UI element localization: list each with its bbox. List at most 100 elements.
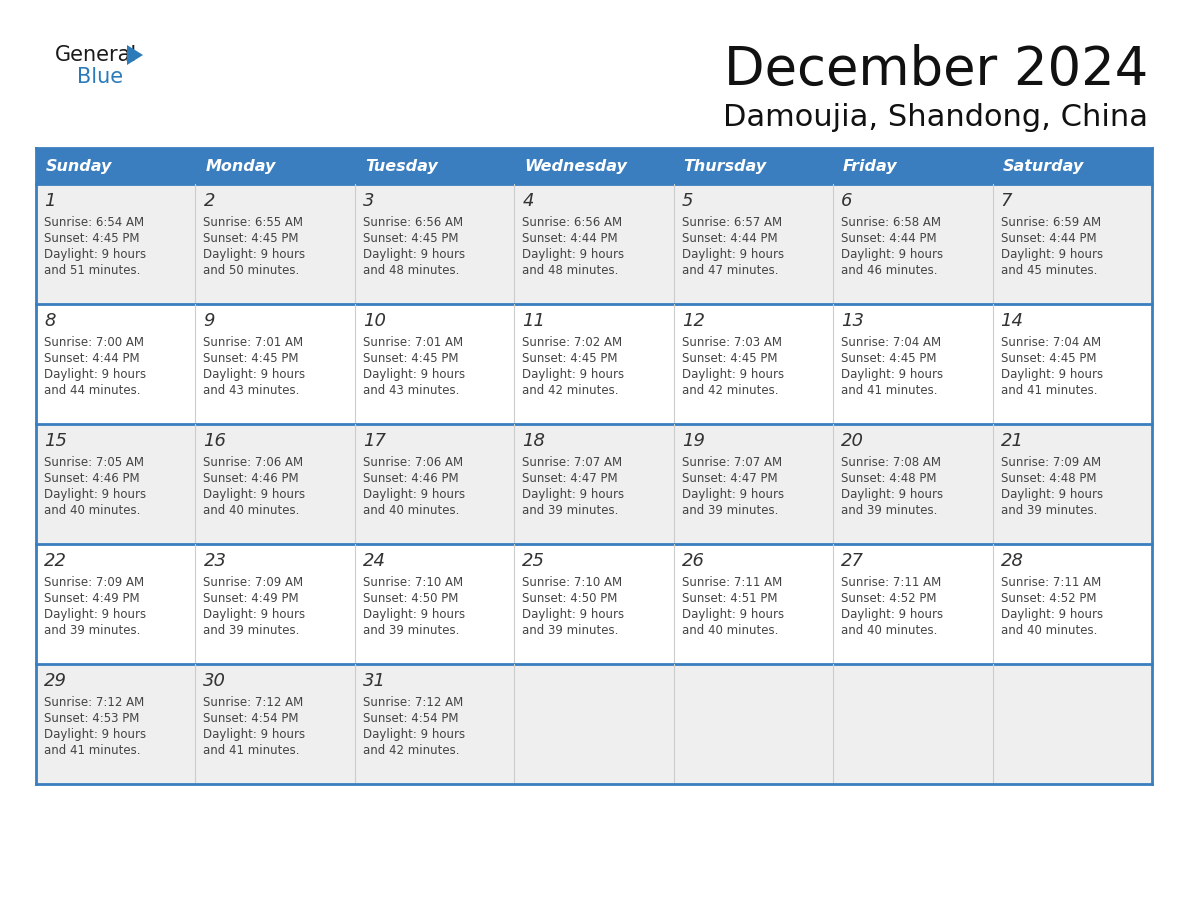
Text: 13: 13 <box>841 312 864 330</box>
Text: Damoujia, Shandong, China: Damoujia, Shandong, China <box>723 104 1148 132</box>
Text: Daylight: 9 hours: Daylight: 9 hours <box>362 248 465 261</box>
Text: Sunrise: 7:03 AM: Sunrise: 7:03 AM <box>682 336 782 349</box>
Text: Sunrise: 7:07 AM: Sunrise: 7:07 AM <box>682 456 782 469</box>
Text: Sunset: 4:45 PM: Sunset: 4:45 PM <box>44 232 139 245</box>
Text: Daylight: 9 hours: Daylight: 9 hours <box>1000 248 1102 261</box>
Bar <box>36 544 1152 664</box>
Text: 18: 18 <box>523 432 545 450</box>
Text: Sunset: 4:46 PM: Sunset: 4:46 PM <box>44 472 140 485</box>
Text: Daylight: 9 hours: Daylight: 9 hours <box>1000 488 1102 501</box>
Text: 24: 24 <box>362 552 386 570</box>
Text: Sunset: 4:44 PM: Sunset: 4:44 PM <box>682 232 777 245</box>
Text: 9: 9 <box>203 312 215 330</box>
Text: 27: 27 <box>841 552 864 570</box>
Text: Monday: Monday <box>206 159 276 174</box>
Text: Daylight: 9 hours: Daylight: 9 hours <box>682 608 784 621</box>
Text: 7: 7 <box>1000 192 1012 210</box>
Text: Sunrise: 7:06 AM: Sunrise: 7:06 AM <box>362 456 463 469</box>
Text: and 39 minutes.: and 39 minutes. <box>203 624 299 637</box>
Bar <box>674 148 833 184</box>
Text: Tuesday: Tuesday <box>365 159 437 174</box>
Text: Daylight: 9 hours: Daylight: 9 hours <box>203 248 305 261</box>
Text: Sunrise: 7:04 AM: Sunrise: 7:04 AM <box>1000 336 1101 349</box>
Text: Sunset: 4:46 PM: Sunset: 4:46 PM <box>362 472 459 485</box>
Text: Sunrise: 6:56 AM: Sunrise: 6:56 AM <box>362 216 463 229</box>
Text: 3: 3 <box>362 192 374 210</box>
Text: Sunset: 4:49 PM: Sunset: 4:49 PM <box>44 592 140 605</box>
Text: and 41 minutes.: and 41 minutes. <box>44 744 140 757</box>
Text: Sunrise: 6:56 AM: Sunrise: 6:56 AM <box>523 216 623 229</box>
Bar <box>355 148 514 184</box>
Text: and 42 minutes.: and 42 minutes. <box>682 384 778 397</box>
Text: and 40 minutes.: and 40 minutes. <box>682 624 778 637</box>
Text: Sunset: 4:45 PM: Sunset: 4:45 PM <box>841 352 936 365</box>
Text: Daylight: 9 hours: Daylight: 9 hours <box>682 488 784 501</box>
Text: Sunset: 4:53 PM: Sunset: 4:53 PM <box>44 712 139 725</box>
Text: 5: 5 <box>682 192 694 210</box>
Text: Sunrise: 7:11 AM: Sunrise: 7:11 AM <box>682 576 782 589</box>
Text: Sunrise: 6:55 AM: Sunrise: 6:55 AM <box>203 216 303 229</box>
Text: and 40 minutes.: and 40 minutes. <box>841 624 937 637</box>
Text: Sunset: 4:45 PM: Sunset: 4:45 PM <box>523 352 618 365</box>
Text: 29: 29 <box>44 672 67 690</box>
Text: Daylight: 9 hours: Daylight: 9 hours <box>362 728 465 741</box>
Bar <box>36 304 1152 424</box>
Text: Daylight: 9 hours: Daylight: 9 hours <box>203 728 305 741</box>
Text: Sunset: 4:44 PM: Sunset: 4:44 PM <box>1000 232 1097 245</box>
Bar <box>36 424 1152 544</box>
Text: Sunset: 4:52 PM: Sunset: 4:52 PM <box>1000 592 1097 605</box>
Text: Sunrise: 7:01 AM: Sunrise: 7:01 AM <box>362 336 463 349</box>
Text: Sunset: 4:47 PM: Sunset: 4:47 PM <box>682 472 777 485</box>
Text: and 42 minutes.: and 42 minutes. <box>523 384 619 397</box>
Text: Sunrise: 7:12 AM: Sunrise: 7:12 AM <box>44 696 144 709</box>
Text: and 40 minutes.: and 40 minutes. <box>44 504 140 517</box>
Text: Sunrise: 7:01 AM: Sunrise: 7:01 AM <box>203 336 304 349</box>
Text: Sunrise: 7:07 AM: Sunrise: 7:07 AM <box>523 456 623 469</box>
Text: Sunrise: 7:04 AM: Sunrise: 7:04 AM <box>841 336 941 349</box>
Text: 17: 17 <box>362 432 386 450</box>
Text: Saturday: Saturday <box>1003 159 1083 174</box>
Text: 16: 16 <box>203 432 227 450</box>
Text: Daylight: 9 hours: Daylight: 9 hours <box>44 488 146 501</box>
Text: Friday: Friday <box>843 159 898 174</box>
Text: Daylight: 9 hours: Daylight: 9 hours <box>841 368 943 381</box>
Text: Wednesday: Wednesday <box>524 159 627 174</box>
Text: 31: 31 <box>362 672 386 690</box>
Text: and 39 minutes.: and 39 minutes. <box>1000 504 1097 517</box>
Text: and 41 minutes.: and 41 minutes. <box>1000 384 1097 397</box>
Text: Sunrise: 6:58 AM: Sunrise: 6:58 AM <box>841 216 941 229</box>
Text: and 42 minutes.: and 42 minutes. <box>362 744 460 757</box>
Text: Sunset: 4:50 PM: Sunset: 4:50 PM <box>523 592 618 605</box>
Text: Sunset: 4:48 PM: Sunset: 4:48 PM <box>841 472 936 485</box>
Text: Sunrise: 7:09 AM: Sunrise: 7:09 AM <box>1000 456 1101 469</box>
Text: Daylight: 9 hours: Daylight: 9 hours <box>44 728 146 741</box>
Text: and 47 minutes.: and 47 minutes. <box>682 264 778 277</box>
Text: Sunset: 4:46 PM: Sunset: 4:46 PM <box>203 472 299 485</box>
Text: Daylight: 9 hours: Daylight: 9 hours <box>203 488 305 501</box>
Text: Daylight: 9 hours: Daylight: 9 hours <box>362 608 465 621</box>
Text: 10: 10 <box>362 312 386 330</box>
Bar <box>36 184 1152 304</box>
Text: Daylight: 9 hours: Daylight: 9 hours <box>682 368 784 381</box>
Text: Sunrise: 6:54 AM: Sunrise: 6:54 AM <box>44 216 144 229</box>
Text: Sunrise: 7:06 AM: Sunrise: 7:06 AM <box>203 456 304 469</box>
Text: and 39 minutes.: and 39 minutes. <box>523 624 619 637</box>
Text: Sunrise: 7:12 AM: Sunrise: 7:12 AM <box>203 696 304 709</box>
Text: Daylight: 9 hours: Daylight: 9 hours <box>523 248 625 261</box>
Text: Sunset: 4:45 PM: Sunset: 4:45 PM <box>362 352 459 365</box>
Text: Sunday: Sunday <box>46 159 113 174</box>
Text: Sunrise: 6:57 AM: Sunrise: 6:57 AM <box>682 216 782 229</box>
Text: 15: 15 <box>44 432 67 450</box>
Text: and 40 minutes.: and 40 minutes. <box>203 504 299 517</box>
Bar <box>514 148 674 184</box>
Text: and 40 minutes.: and 40 minutes. <box>362 504 460 517</box>
Text: and 44 minutes.: and 44 minutes. <box>44 384 140 397</box>
Text: and 39 minutes.: and 39 minutes. <box>841 504 937 517</box>
Text: Sunrise: 7:05 AM: Sunrise: 7:05 AM <box>44 456 144 469</box>
Text: Sunset: 4:44 PM: Sunset: 4:44 PM <box>841 232 937 245</box>
Text: and 41 minutes.: and 41 minutes. <box>841 384 937 397</box>
Text: Daylight: 9 hours: Daylight: 9 hours <box>682 248 784 261</box>
Bar <box>196 148 355 184</box>
Text: 19: 19 <box>682 432 704 450</box>
Text: Daylight: 9 hours: Daylight: 9 hours <box>523 368 625 381</box>
